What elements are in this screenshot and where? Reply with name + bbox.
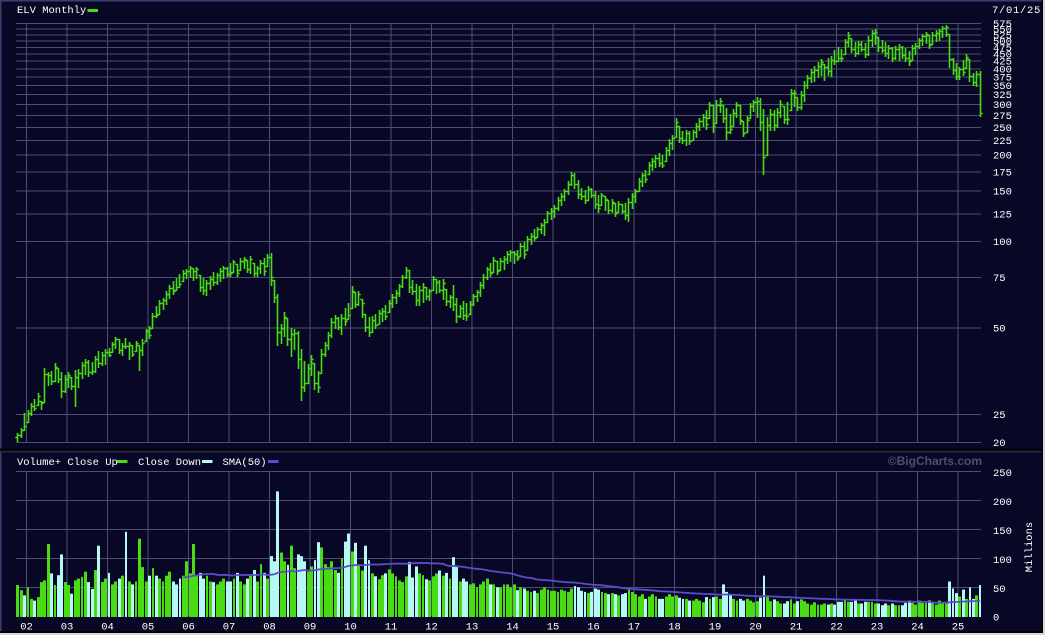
svg-text:575: 575 (993, 19, 1012, 31)
svg-text:250: 250 (993, 123, 1012, 135)
svg-text:02: 02 (20, 622, 33, 634)
svg-text:06: 06 (182, 622, 195, 634)
svg-text:450: 450 (993, 50, 1012, 62)
svg-text:500: 500 (993, 36, 1012, 48)
svg-text:12: 12 (425, 622, 438, 634)
svg-text:07: 07 (223, 622, 236, 634)
svg-text:150: 150 (993, 526, 1012, 538)
svg-text:ELV Monthly: ELV Monthly (17, 5, 86, 17)
svg-text:0: 0 (993, 613, 999, 625)
svg-text:20: 20 (749, 622, 762, 634)
svg-text:14: 14 (506, 622, 519, 634)
svg-text:300: 300 (993, 100, 1012, 112)
svg-text:Millions: Millions (1024, 522, 1036, 572)
svg-text:100: 100 (993, 555, 1012, 567)
svg-text:05: 05 (142, 622, 155, 634)
svg-text:10: 10 (344, 622, 357, 634)
svg-text:200: 200 (993, 497, 1012, 509)
svg-text:200: 200 (993, 151, 1012, 163)
svg-text:325: 325 (993, 90, 1012, 102)
svg-text:400: 400 (993, 64, 1012, 76)
svg-text:21: 21 (790, 622, 803, 634)
svg-text:20: 20 (993, 438, 1006, 450)
svg-text:250: 250 (993, 468, 1012, 480)
svg-text:22: 22 (830, 622, 843, 634)
svg-text:25: 25 (993, 410, 1006, 422)
svg-text:525: 525 (993, 30, 1012, 42)
svg-text:©BigCharts.com: ©BigCharts.com (888, 454, 982, 468)
svg-text:100: 100 (993, 237, 1012, 249)
svg-text:125: 125 (993, 209, 1012, 221)
svg-text:24: 24 (911, 622, 924, 634)
svg-text:375: 375 (993, 72, 1012, 84)
svg-text:04: 04 (101, 622, 114, 634)
svg-text:15: 15 (547, 622, 560, 634)
svg-text:275: 275 (993, 111, 1012, 123)
svg-text:350: 350 (993, 81, 1012, 93)
svg-text:475: 475 (993, 43, 1012, 55)
svg-text:175: 175 (993, 167, 1012, 179)
svg-text:425: 425 (993, 57, 1012, 69)
svg-text:550: 550 (993, 25, 1012, 37)
svg-text:25: 25 (952, 622, 965, 634)
svg-text:7/01/25: 7/01/25 (992, 5, 1041, 17)
svg-text:09: 09 (304, 622, 317, 634)
svg-text:11: 11 (385, 622, 398, 634)
svg-text:03: 03 (61, 622, 74, 634)
svg-text:13: 13 (466, 622, 479, 634)
svg-text:150: 150 (993, 187, 1012, 199)
svg-text:225: 225 (993, 136, 1012, 148)
svg-text:Close Down: Close Down (138, 457, 201, 469)
svg-text:75: 75 (993, 273, 1006, 285)
svg-text:SMA(50): SMA(50) (223, 457, 267, 469)
svg-text:17: 17 (628, 622, 641, 634)
svg-text:16: 16 (587, 622, 600, 634)
svg-text:50: 50 (993, 584, 1006, 596)
svg-text:08: 08 (263, 622, 276, 634)
svg-text:18: 18 (668, 622, 681, 634)
svg-text:Volume+ Close Up: Volume+ Close Up (17, 457, 118, 469)
svg-text:50: 50 (993, 324, 1006, 336)
svg-text:19: 19 (709, 622, 722, 634)
svg-text:23: 23 (871, 622, 884, 634)
